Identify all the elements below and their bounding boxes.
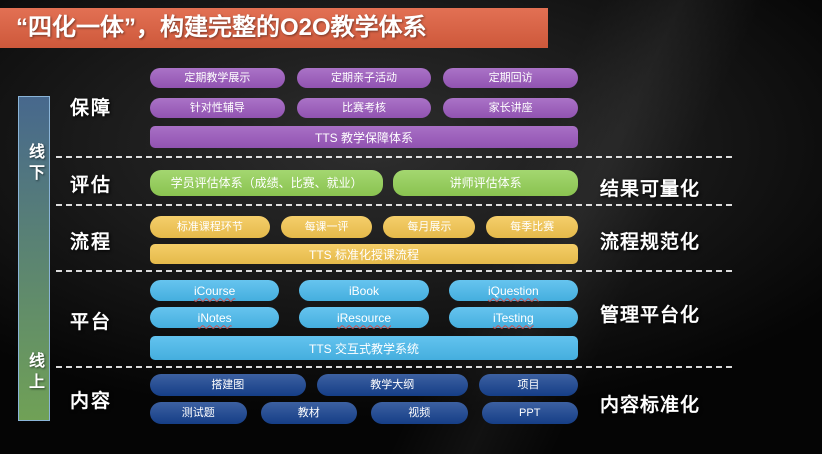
right-label-process: 流程规范化 — [600, 232, 701, 253]
pill-item: 定期亲子活动 — [296, 68, 432, 88]
pill-item: 教学大纲 — [316, 374, 468, 396]
band-process-label: 流程 — [70, 231, 113, 253]
pill-row: 针对性辅导 比赛考核 家长讲座 — [150, 98, 579, 118]
pill-item: 每月展示 — [383, 216, 476, 238]
online-offline-axis: 线下 线上 — [18, 96, 50, 421]
pill-item: 家长讲座 — [443, 98, 579, 118]
pill-item: iResource — [299, 307, 429, 328]
pill-item: 讲师评估体系 — [393, 170, 578, 196]
pill-item: 项目 — [478, 374, 578, 396]
pill-item: 测试题 — [150, 402, 247, 424]
pill-item: iQuestion — [448, 280, 578, 301]
pill-item: 定期回访 — [443, 68, 579, 88]
dashed-divider — [56, 366, 732, 368]
pill-item: 搭建图 — [150, 374, 306, 396]
band-guarantee-system-bar: TTS 教学保障体系 — [150, 126, 578, 148]
band-guarantee-label: 保障 — [70, 97, 113, 119]
pill-row: 学员评估体系（成绩、比赛、就业） 讲师评估体系 — [150, 170, 578, 196]
pill-row: 搭建图 教学大纲 项目 — [150, 374, 578, 396]
band-platform-label: 平台 — [70, 311, 113, 333]
right-label-results: 结果可量化 — [600, 179, 701, 200]
axis-label-offline: 线下 — [26, 143, 43, 185]
pill-item: 定期教学展示 — [150, 68, 285, 88]
band-content: 内容 搭建图 教学大纲 项目 测试题 教材 视频 PPT — [64, 374, 578, 424]
right-label-content: 内容标准化 — [600, 395, 701, 416]
pill-item: PPT — [481, 402, 578, 424]
axis-label-online: 线上 — [26, 352, 43, 394]
pill-item: 视频 — [371, 402, 468, 424]
band-evaluation: 评估 学员评估体系（成绩、比赛、就业） 讲师评估体系 — [64, 170, 578, 197]
band-evaluation-label: 评估 — [70, 175, 113, 196]
pill-row: 标准课程环节 每课一评 每月展示 每季比赛 — [150, 216, 578, 238]
dashed-divider — [56, 270, 732, 272]
pill-row: 定期教学展示 定期亲子活动 定期回访 — [150, 68, 579, 88]
pill-item: 学员评估体系（成绩、比赛、就业） — [150, 170, 384, 196]
pill-item: iNotes — [150, 307, 280, 328]
pill-item: 针对性辅导 — [150, 98, 285, 118]
page-title: “四化一体”，构建完整的O2O教学体系 — [0, 8, 548, 48]
band-process: 流程 标准课程环节 每课一评 每月展示 每季比赛 TTS 标准化授课流程 — [64, 216, 578, 264]
pill-row: iCourse iBook iQuestion — [150, 280, 578, 301]
band-process-system-bar: TTS 标准化授课流程 — [150, 244, 578, 264]
pill-item: 比赛考核 — [296, 98, 432, 118]
dashed-divider — [56, 156, 732, 158]
dashed-divider — [56, 204, 732, 206]
band-content-label: 内容 — [70, 390, 113, 412]
pill-row: iNotes iResource iTesting — [150, 307, 578, 328]
pill-item: iCourse — [150, 280, 280, 301]
band-platform-system-bar: TTS 交互式教学系统 — [150, 336, 578, 360]
band-guarantee: 保障 定期教学展示 定期亲子活动 定期回访 针对性辅导 比赛考核 家长讲座 TT… — [64, 64, 579, 148]
pill-item: 每课一评 — [280, 216, 373, 238]
pill-item: 教材 — [260, 402, 357, 424]
pill-item: 标准课程环节 — [150, 216, 270, 238]
band-platform: 平台 iCourse iBook iQuestion iNotes iResou… — [64, 280, 578, 360]
pill-item: iTesting — [448, 307, 578, 328]
right-label-platform: 管理平台化 — [600, 305, 701, 326]
pill-row: 测试题 教材 视频 PPT — [150, 402, 578, 424]
pill-item: iBook — [299, 280, 429, 301]
pill-item: 每季比赛 — [486, 216, 578, 238]
